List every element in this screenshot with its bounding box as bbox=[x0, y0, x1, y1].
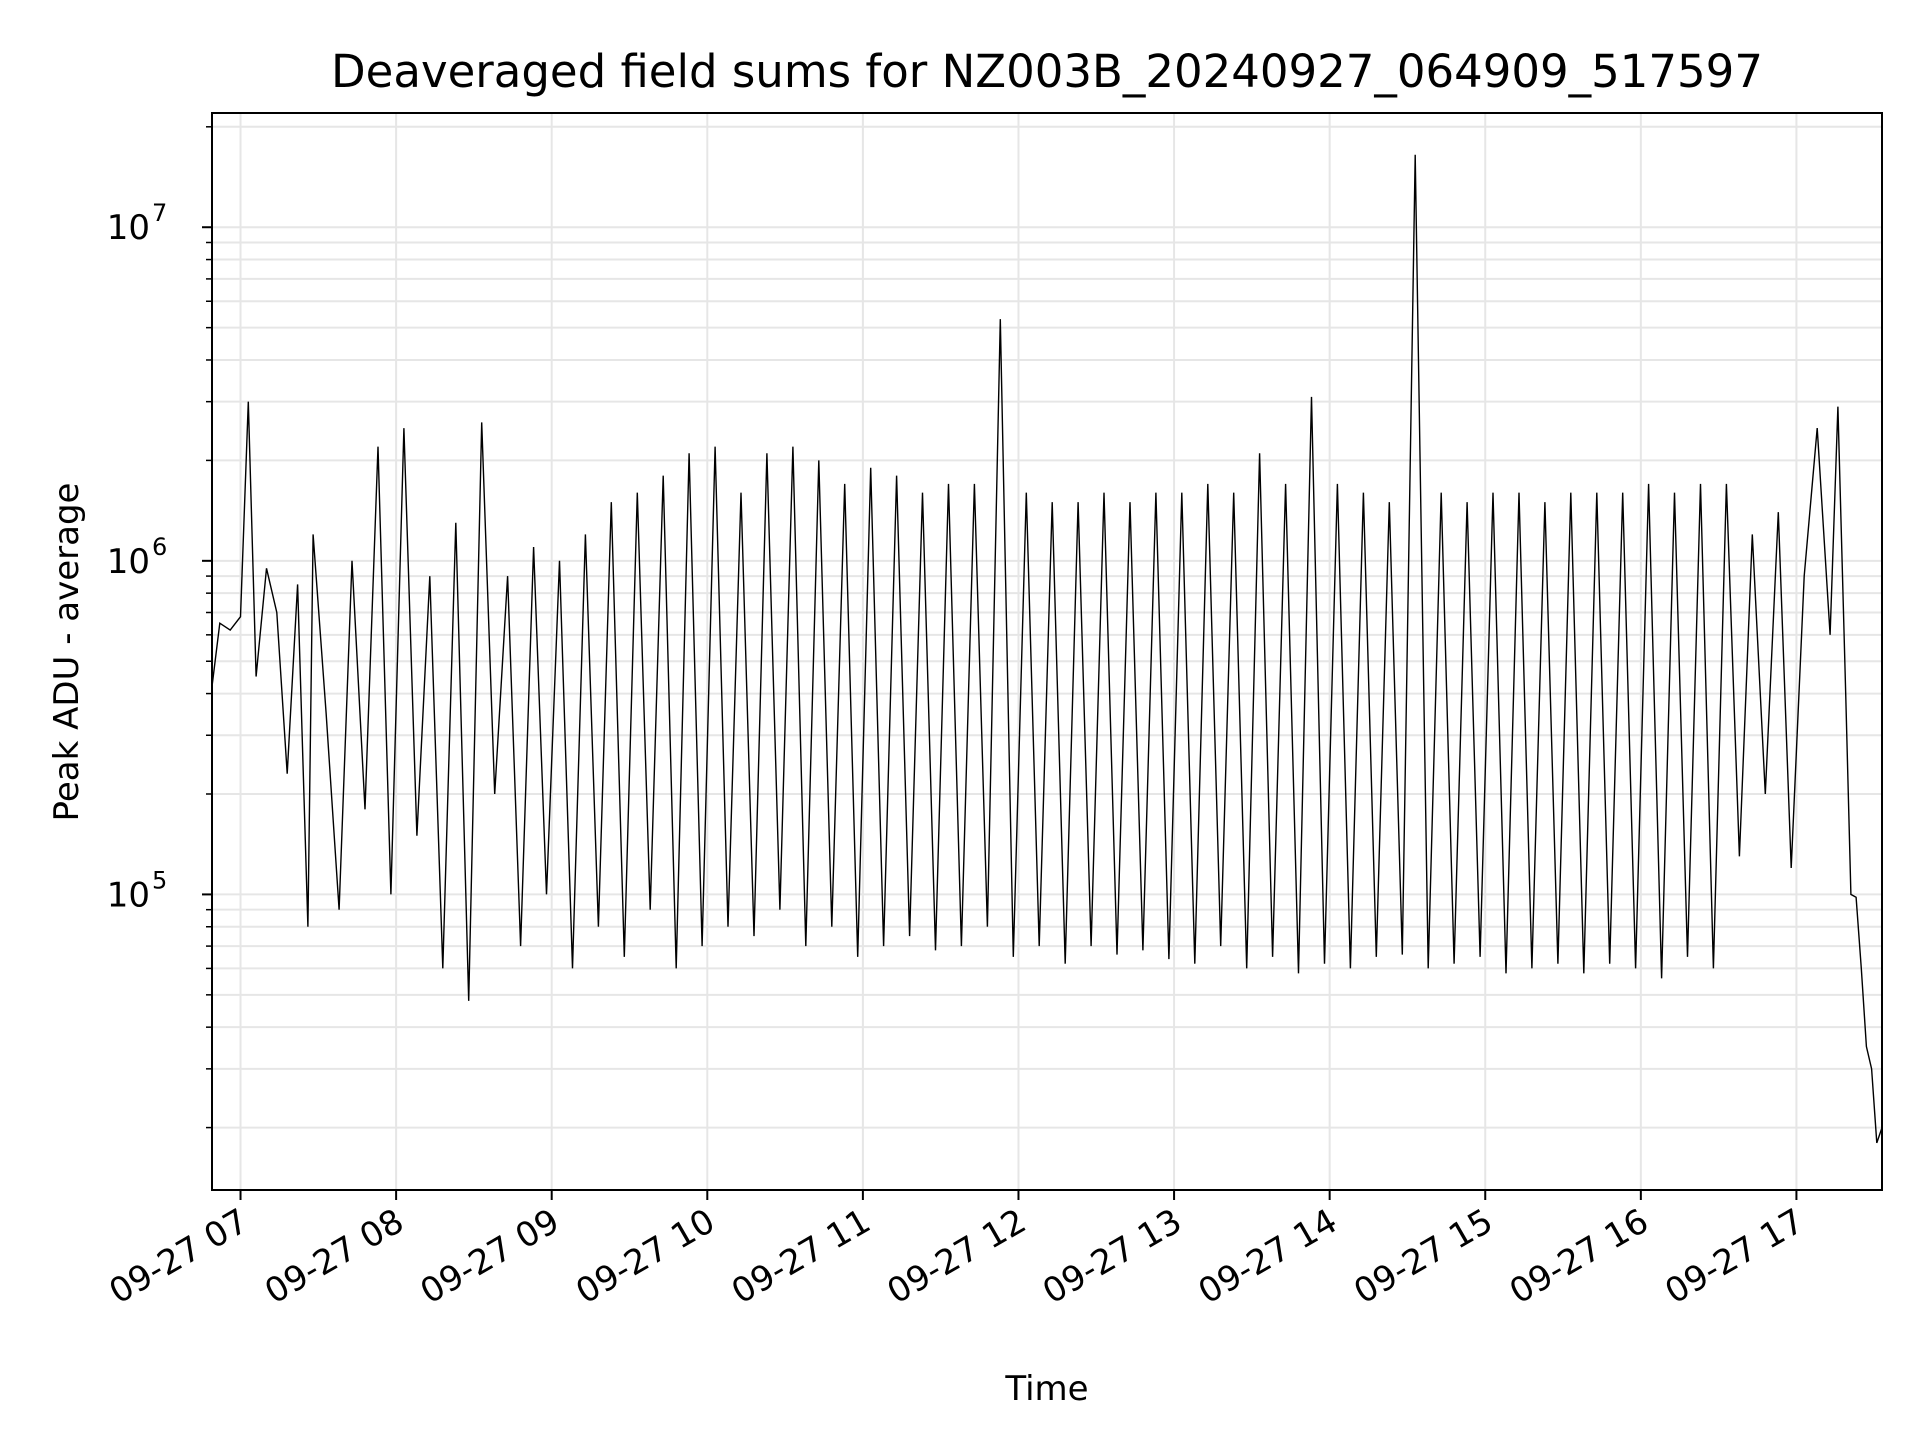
chart-title: Deaveraged field sums for NZ003B_2024092… bbox=[331, 45, 1763, 98]
grid-layer bbox=[212, 113, 1882, 1190]
y-tick-label-base: 10 bbox=[107, 875, 150, 915]
y-tick-label-base: 10 bbox=[107, 208, 150, 248]
series-line bbox=[211, 154, 1883, 1144]
y-tick-label-exponent: 6 bbox=[152, 533, 167, 561]
y-axis-label: Peak ADU - average bbox=[47, 483, 87, 822]
y-tick-label-base: 10 bbox=[107, 542, 150, 582]
plot-frame bbox=[211, 112, 1883, 1191]
y-tick-label-exponent: 7 bbox=[152, 199, 167, 227]
x-axis-label: Time bbox=[1004, 1369, 1088, 1409]
data-layer bbox=[211, 154, 1883, 1144]
y-tick-label-exponent: 5 bbox=[152, 866, 167, 894]
